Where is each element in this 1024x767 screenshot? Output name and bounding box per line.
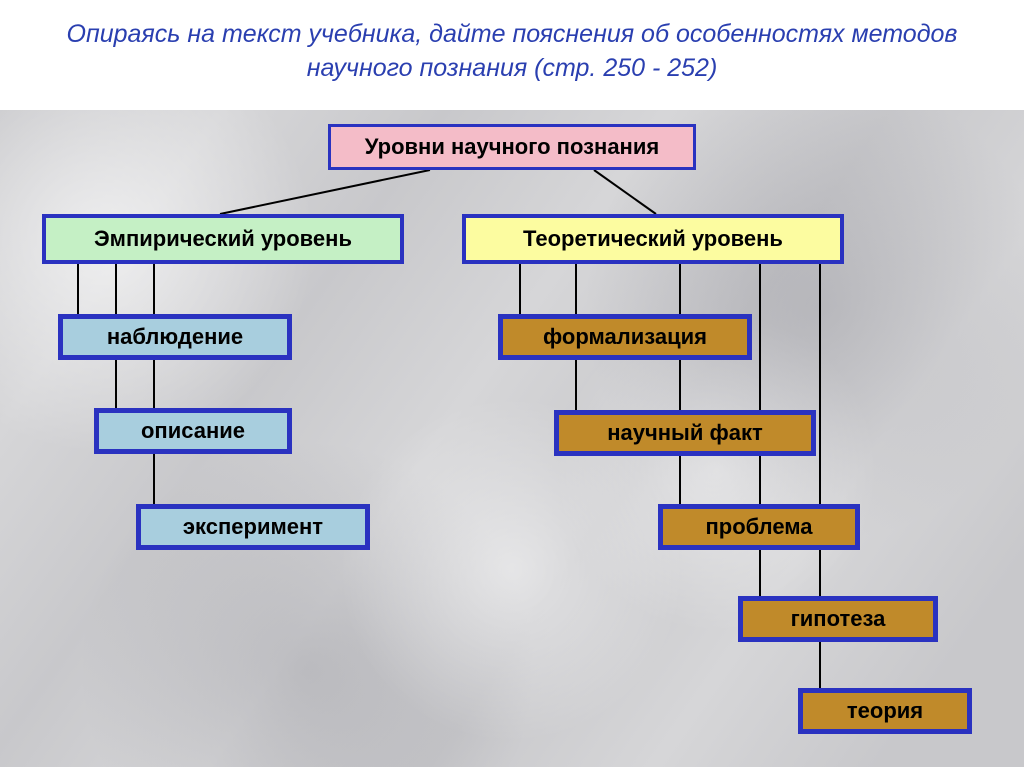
node-fact: научный факт <box>554 410 816 456</box>
node-theoretical: Теоретический уровень <box>462 214 844 264</box>
slide: Опираясь на текст учебника, дайте поясне… <box>0 0 1024 767</box>
node-experiment: эксперимент <box>136 504 370 550</box>
node-problem: проблема <box>658 504 860 550</box>
diagram-area: Уровни научного познания Эмпирический ур… <box>0 110 1024 767</box>
slide-title: Опираясь на текст учебника, дайте поясне… <box>0 0 1024 86</box>
node-formalization: формализация <box>498 314 752 360</box>
node-description: описание <box>94 408 292 454</box>
node-empirical: Эмпирический уровень <box>42 214 404 264</box>
node-hypothesis: гипотеза <box>738 596 938 642</box>
node-root: Уровни научного познания <box>328 124 696 170</box>
node-observation: наблюдение <box>58 314 292 360</box>
node-theory: теория <box>798 688 972 734</box>
